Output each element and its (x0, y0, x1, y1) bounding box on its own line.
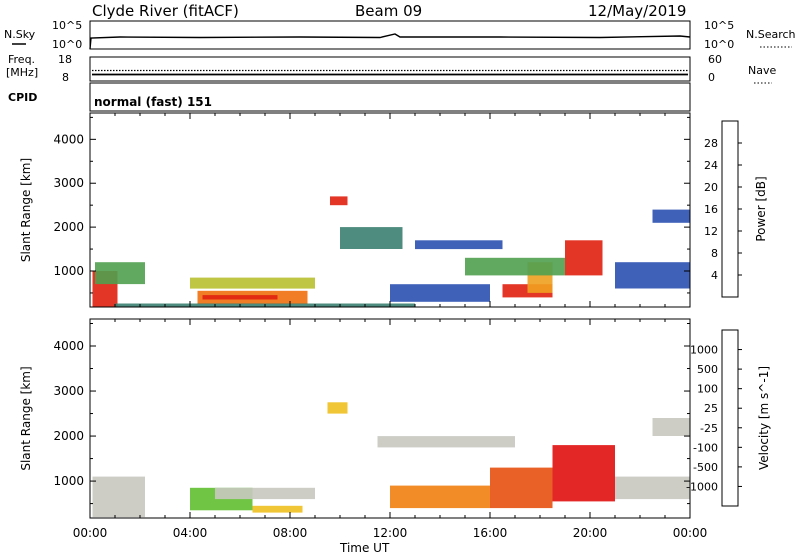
nsearch-tick-bottom: 10^0 (704, 38, 734, 51)
colorbar-tick-label: 12 (704, 225, 718, 238)
time-axis: 00:00 04:00 08:00 12:00 16:00 20:00 00:00 (73, 526, 708, 540)
xtick-label: 12:00 (373, 526, 408, 540)
ytick-label: 3000 (53, 384, 84, 398)
echo-region (615, 476, 690, 500)
echo-region (490, 467, 553, 509)
freq-tick-top: 18 (58, 53, 72, 66)
ytick-label: 4000 (53, 339, 84, 353)
colorbar-tick-label: 100 (697, 383, 718, 396)
nsky-tick-bottom: 10^0 (52, 38, 82, 51)
nave-label: Nave (748, 64, 776, 77)
nave-tick-bottom: 0 (708, 71, 715, 84)
ytick-label: 3000 (53, 176, 84, 190)
colorbar-frame (721, 120, 739, 298)
station-title: Clyde River (fitACF) (92, 2, 239, 20)
colorbar-tick-label: -100 (693, 441, 718, 454)
nsky-tick-top: 10^5 (52, 19, 82, 32)
colorbar-tick-label: 1000 (690, 344, 718, 357)
cpid-value: normal (fast) 151 (94, 95, 212, 109)
freq-unit: [MHz] (6, 66, 38, 79)
power-panel: 1000 2000 3000 4000 Slant Range [km] 4 8 12 16 20… (19, 112, 768, 308)
colorbar-frame (721, 329, 739, 507)
nsearch-label: N.Search (746, 28, 796, 41)
ytick-label: 1000 (53, 474, 84, 488)
xtick-label: 08:00 (273, 526, 308, 540)
echo-region (652, 418, 690, 436)
xtick-label: 00:00 (673, 526, 708, 540)
yaxis-label: Slant Range [km] (19, 158, 33, 262)
colorbar-tick-label: 500 (697, 363, 718, 376)
echo-region (92, 476, 145, 518)
echo-region (95, 262, 145, 285)
echo-region (552, 445, 615, 502)
echo-region (390, 284, 490, 302)
date-label: 12/May/2019 (588, 2, 686, 20)
nave-tick-top: 60 (708, 53, 722, 66)
xtick-label: 16:00 (473, 526, 508, 540)
nsky-panel: N.Sky 10^5 10^0 10^5 10^0 N.Search (4, 19, 796, 51)
freq-label: Freq. (8, 53, 35, 66)
echo-region (652, 209, 690, 223)
colorbar-tick-label: -25 (700, 422, 718, 435)
nsky-label: N.Sky (4, 28, 36, 41)
ytick-label: 1000 (53, 264, 84, 278)
echo-region (415, 240, 503, 250)
xtick-label: 20:00 (573, 526, 608, 540)
ytick-label: 2000 (53, 220, 84, 234)
echo-region (390, 485, 490, 509)
colorbar-tick-label: -1000 (686, 480, 718, 493)
nsky-trace (89, 33, 691, 50)
echo-region (330, 196, 348, 206)
echo-region (202, 295, 278, 300)
freq-panel: Freq. [MHz] 18 8 60 0 Nave (6, 53, 776, 84)
colorbar-tick-label: 25 (704, 402, 718, 415)
yaxis-label: Slant Range [km] (19, 366, 33, 470)
xtick-label: 00:00 (73, 526, 108, 540)
colorbar-tick-label: 16 (704, 203, 718, 216)
xtick-label: 04:00 (173, 526, 208, 540)
nsearch-tick-top: 10^5 (704, 19, 734, 32)
echo-region (190, 277, 315, 289)
beam-label: Beam 09 (355, 2, 422, 20)
colorbar-tick-label: 8 (711, 247, 718, 260)
echo-region (215, 487, 315, 500)
colorbar-tick-label: -500 (693, 461, 718, 474)
ytick-label: 4000 (53, 132, 84, 146)
plot-frame (89, 112, 691, 308)
echo-region (340, 227, 403, 249)
echo-region (327, 402, 348, 414)
velocity-panel: 1000 2000 3000 4000 Slant Range [km] 1000 500 1… (19, 318, 771, 519)
freq-tick-bottom: 8 (62, 71, 69, 84)
cpid-panel: CPID normal (fast) 151 (8, 82, 691, 112)
cpid-label: CPID (8, 91, 37, 104)
colorbar-tick-label: 4 (711, 269, 718, 282)
echo-region (252, 505, 303, 513)
colorbar-tick-label: 24 (704, 159, 718, 172)
colorbar-label: Power [dB] (754, 176, 768, 241)
ytick-label: 2000 (53, 429, 84, 443)
colorbar-tick-label: 28 (704, 137, 718, 150)
colorbar-tick-label: 20 (704, 181, 718, 194)
echo-region (465, 257, 565, 276)
echo-region (565, 240, 603, 276)
echo-region (615, 262, 690, 289)
colorbar-label: Velocity [m s^-1] (757, 366, 771, 470)
xaxis-label: Time UT (339, 541, 390, 554)
echo-region (377, 436, 515, 448)
